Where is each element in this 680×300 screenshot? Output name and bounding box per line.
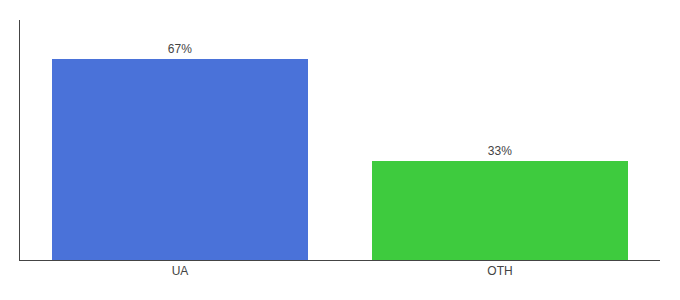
svg-text:UA: UA bbox=[172, 264, 189, 278]
svg-text:33%: 33% bbox=[488, 144, 512, 158]
svg-text:OTH: OTH bbox=[487, 264, 512, 278]
svg-text:67%: 67% bbox=[168, 42, 192, 56]
